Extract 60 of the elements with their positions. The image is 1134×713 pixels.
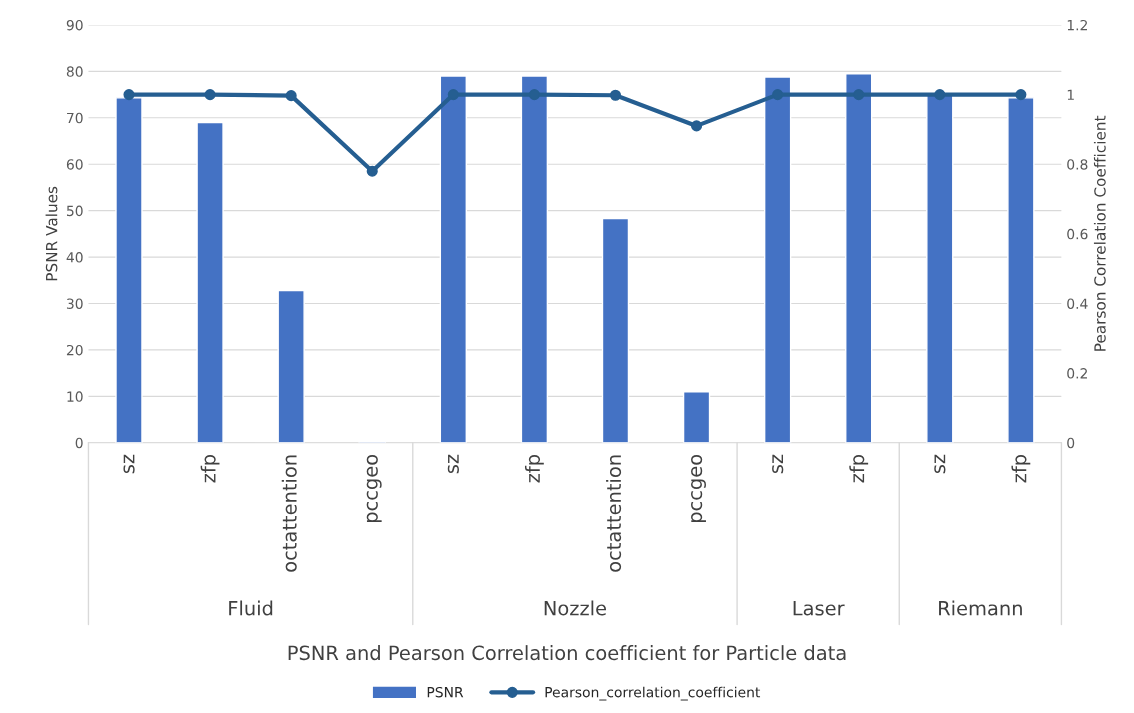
point [528,89,540,101]
bar [845,73,873,443]
x-tick-label: sz [123,454,135,474]
x-tick-label: sz [934,454,946,474]
point [691,120,703,132]
point [123,89,135,101]
point [934,89,946,101]
bar [1007,97,1035,443]
y2-tick-label: 0.2 [1067,368,1087,379]
point [1015,89,1027,101]
point [366,165,378,177]
text: Nozzle [544,600,607,616]
y-tick-label: 90 [66,19,83,31]
y2-axis-title: Pearson Correlation Coefficient [1093,115,1106,351]
x-tick-label: sz [772,454,784,474]
bar [277,289,305,443]
x-tick-label: zfp [1011,454,1031,483]
legend-label: Pearson_correlation_coefficient [545,686,761,701]
y-tick-label: 10 [67,391,83,402]
point [204,89,216,101]
y2-tick-label: 1 [1067,89,1074,100]
y2-tick-label: 1.2 [1067,19,1087,31]
x-tick-label: octattention [281,455,297,572]
bar [601,217,630,443]
x-tick-label: sz [447,454,459,474]
x-axis-title: PSNR and Pearson Correlation coefficient for Particle data [288,645,846,661]
y2-tick-label: 0.6 [1067,228,1088,240]
bar [196,121,224,443]
bar [682,391,711,443]
y-tick-label: 30 [66,298,83,309]
y-tick-label: 70 [67,112,83,124]
x-tick-label: zfp [524,454,544,483]
bar [520,75,549,443]
y-tick-label: 60 [66,159,83,170]
text: Fluid [229,600,273,616]
x-tick-label: octattention [606,455,622,572]
point [447,89,459,101]
y2-tick-label: 0.4 [1067,298,1088,309]
x-tick-label: zfp [849,454,869,483]
text: Laser [793,601,845,616]
y-tick-label: 50 [66,205,83,217]
x-tick-label: pccgeo [366,454,382,523]
point [285,90,297,102]
bar [115,97,143,443]
y-tick-label: 80 [66,66,83,77]
x-tick-label: zfp [200,454,220,483]
y2-tick-label: 0 [1067,437,1075,449]
bar [439,75,467,443]
y-tick-label: 20 [66,344,83,356]
text: Riemann [939,600,1022,616]
point [609,89,622,101]
point [853,89,865,101]
point [772,89,784,101]
y-axis-title: PSNR Values [45,186,58,281]
y2-tick-label: 0.8 [1067,159,1088,170]
x-tick-label: pccgeo [691,454,706,523]
y-tick-label: 0 [75,437,83,449]
bar [763,76,792,443]
y-tick-label: 40 [66,252,83,263]
legend-label: PSNR [427,686,464,698]
